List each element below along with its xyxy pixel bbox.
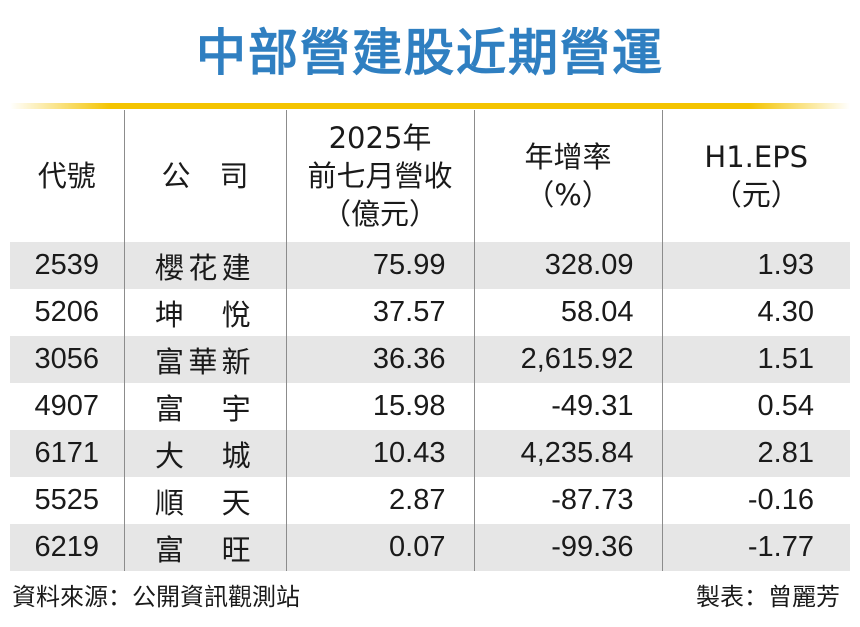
- cell-code: 5525: [34, 484, 99, 516]
- cell-eps: -0.16: [661, 477, 850, 524]
- table-row: 5525 順 天 2.87 -87.73 -0.16: [10, 477, 850, 524]
- header-code: 代號: [37, 159, 96, 193]
- cell-eps: 1.51: [661, 336, 850, 383]
- cell-growth: -87.73: [473, 477, 662, 524]
- credit-note: 製表：曾麗芳: [696, 583, 840, 611]
- cell-revenue: 2.87: [285, 477, 474, 524]
- cell-company: 富 旺: [123, 524, 286, 571]
- header-eps-line1: H1.EPS: [704, 140, 809, 174]
- table-title: 中部營建股近期營運: [196, 24, 664, 82]
- cell-revenue: 75.99: [285, 242, 474, 289]
- cell-revenue: 10.43: [285, 430, 474, 477]
- cell-company: 櫻花建: [123, 242, 286, 289]
- cell-code: 5206: [34, 296, 99, 328]
- stock-table: 代號 公 司 2025年 前七月營收 （億元） 年增率 （%） H1.EPS （…: [10, 110, 850, 571]
- source-note: 資料來源：公開資訊觀測站: [12, 583, 300, 611]
- header-growth-line2: （%）: [525, 178, 611, 212]
- cell-growth: -99.36: [473, 524, 662, 571]
- cell-growth: 328.09: [473, 242, 662, 289]
- header-revenue: 2025年 前七月營收 （億元）: [285, 110, 474, 242]
- cell-company: 富 宇: [123, 383, 286, 430]
- cell-revenue: 36.36: [285, 336, 474, 383]
- header-eps-line2: （元）: [712, 178, 800, 212]
- header-growth-line1: 年增率: [524, 140, 612, 174]
- header-eps: H1.EPS （元）: [661, 110, 850, 242]
- table-row: 4907 富 宇 15.98 -49.31 0.54: [10, 383, 850, 430]
- header-company: 公 司: [123, 110, 286, 242]
- cell-company: 大 城: [123, 430, 286, 477]
- cell-company: 富華新: [123, 336, 286, 383]
- cell-growth: 58.04: [473, 289, 662, 336]
- cell-code: 6219: [10, 524, 124, 571]
- table-row: 6219 富 旺 0.07 -99.36 -1.77: [10, 524, 850, 571]
- header-revenue-line1: 2025年: [328, 121, 432, 155]
- cell-revenue: 37.57: [285, 289, 474, 336]
- cell-eps: 2.81: [661, 430, 850, 477]
- table-row: 2539 櫻花建 75.99 328.09 1.93: [10, 242, 850, 289]
- title-underline: [10, 103, 850, 109]
- cell-code: 2539: [10, 242, 124, 289]
- cell-growth: 4,235.84: [473, 430, 662, 477]
- cell-revenue: 0.07: [285, 524, 474, 571]
- header-row: 代號 公 司 2025年 前七月營收 （億元） 年增率 （%） H1.EPS （…: [10, 110, 850, 242]
- cell-company: 坤 悅: [123, 289, 286, 336]
- cell-eps: -1.77: [661, 524, 850, 571]
- cell-code: 6171: [10, 430, 124, 477]
- cell-code: 3056: [10, 336, 124, 383]
- header-growth: 年增率 （%）: [473, 110, 662, 242]
- header-revenue-line3: （億元）: [321, 197, 438, 231]
- table-row: 6171 大 城 10.43 4,235.84 2.81: [10, 430, 850, 477]
- cell-eps: 4.30: [661, 289, 850, 336]
- cell-growth: -49.31: [473, 383, 662, 430]
- table-row: 3056 富華新 36.36 2,615.92 1.51: [10, 336, 850, 383]
- cell-revenue: 15.98: [285, 383, 474, 430]
- cell-eps: 1.93: [661, 242, 850, 289]
- cell-code: 4907: [34, 390, 99, 422]
- cell-growth: 2,615.92: [473, 336, 662, 383]
- cell-company: 順 天: [123, 477, 286, 524]
- cell-eps: 0.54: [661, 383, 850, 430]
- header-revenue-line2: 前七月營收: [307, 159, 453, 193]
- table-row: 5206 坤 悅 37.57 58.04 4.30: [10, 289, 850, 336]
